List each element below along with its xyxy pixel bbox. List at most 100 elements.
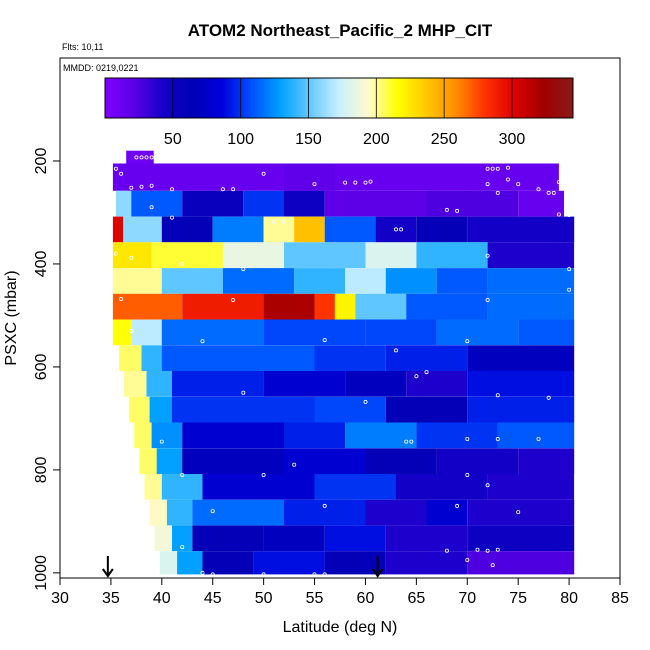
x-tick-label: 30 [51,590,69,607]
sample-point [404,439,409,444]
sample-point [180,545,185,550]
heatmap-cell [182,448,284,474]
heatmap-cell [212,216,264,243]
heatmap-cell [172,371,264,397]
heatmap-cell [518,319,575,346]
sample-point [455,503,460,508]
sample-point [490,166,495,171]
heatmap-cell [284,190,325,217]
sample-point [149,183,154,188]
heatmap-cell [345,268,386,294]
heatmap-cell [172,396,315,423]
sample-point [129,185,134,190]
sample-point [556,212,561,217]
sample-point [505,177,510,182]
heatmap-cell [172,525,193,552]
sample-point [134,155,139,160]
heatmap-cell [263,525,325,552]
heatmap-cell [131,190,183,217]
x-tick-label: 70 [458,590,476,607]
heatmap-cell [365,242,417,268]
sample-point [399,227,404,232]
sample-point [485,182,490,187]
heatmap-cell [144,474,162,500]
heatmap-cell [467,216,575,243]
heatmap-cell [112,319,132,346]
heatmap-cell [467,396,575,423]
heatmap-cell [345,422,417,449]
x-tick-label: 80 [560,590,578,607]
sample-point [485,483,490,488]
heatmap-cell [406,293,488,320]
sample-point [231,297,236,302]
latitude-markers [102,556,384,578]
heatmap-cell [375,216,417,243]
heatmap-cell [314,396,386,423]
sample-point [490,563,495,568]
heatmap-cell [243,190,284,217]
heatmap-cell [112,163,559,191]
sample-point [455,208,460,213]
sample-point [495,166,500,171]
sample-point [210,572,215,577]
colorbar-tick-label: 100 [227,131,254,148]
heatmap-cell [177,551,203,575]
colorbar-tick-label: 250 [431,131,458,148]
sample-point [393,227,398,232]
heatmap-cell [324,216,376,243]
sample-point [159,439,164,444]
heatmap-cell [146,371,172,397]
heatmap-cell [436,319,519,346]
heatmap-cell [284,499,366,526]
sample-point [567,212,572,217]
sample-point [485,253,490,258]
heatmap-cell [112,268,162,294]
heatmap-cell [253,551,325,575]
heatmap-cell [263,371,346,397]
heatmap-cell [149,499,167,526]
sample-point [271,219,276,224]
heatmap-cell [129,396,150,423]
heatmap-cell [124,371,147,397]
sample-points [114,155,572,577]
y-axis-label: PSXC (mbar) [3,270,20,365]
sample-point [475,547,480,552]
heatmap-cell [131,319,162,346]
heatmap-cell [284,422,346,449]
sample-point [424,370,429,375]
heatmap-cell [182,190,244,217]
sample-point [261,572,266,577]
x-axis-label: Latitude (deg N) [283,619,398,636]
sample-point [312,182,317,187]
heatmap-cell [222,268,295,294]
heatmap-cell [385,525,468,552]
sample-point [281,219,286,224]
sample-point [465,436,470,441]
colorbar [104,77,574,119]
heatmap-cell [161,474,203,500]
sample-point [322,572,327,577]
sample-point [546,395,551,400]
heatmap-cell [192,499,284,526]
heatmap-cell [426,190,519,217]
sample-point [139,184,144,189]
colorbar-tick-label: 150 [295,131,322,148]
colorbar-tick-label: 200 [363,131,390,148]
heatmap-cell [263,293,315,320]
sample-point [444,207,449,212]
sample-point [465,472,470,477]
heatmap-cell [467,525,575,552]
heatmap-cell [436,268,488,294]
heatmap-cell [134,422,152,449]
heatmap-cell [141,345,162,371]
heatmap-cell [112,293,183,320]
heatmap-cell [161,216,213,243]
x-tick-label: 85 [611,590,629,607]
heatmap-cell [192,525,264,552]
heatmap-cell [385,551,468,575]
sample-point [312,572,317,577]
sample-point [495,393,500,398]
colorbar-gradient [104,77,574,119]
heatmap-cell [497,422,575,449]
